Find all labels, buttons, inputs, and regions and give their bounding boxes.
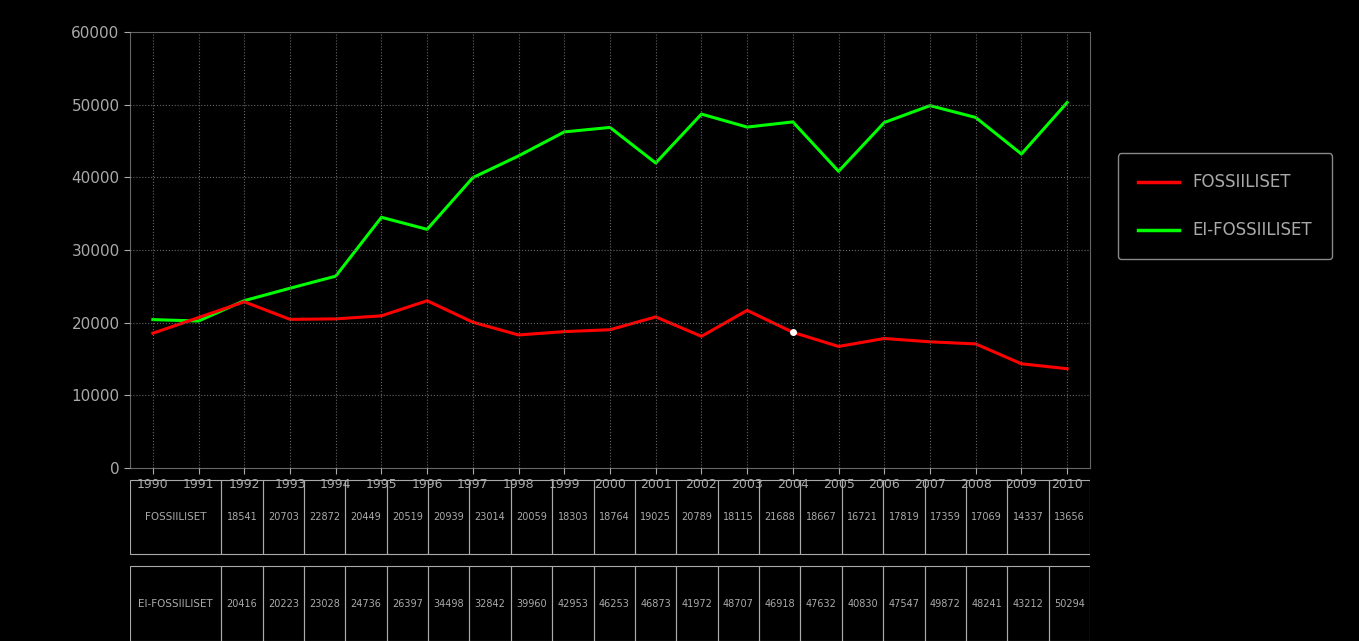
Text: 46918: 46918 <box>764 599 795 609</box>
Bar <box>345 479 387 554</box>
Bar <box>511 566 552 641</box>
Text: 13656: 13656 <box>1055 512 1084 522</box>
Legend: FOSSIILISET, EI-FOSSIILISET: FOSSIILISET, EI-FOSSIILISET <box>1117 153 1332 260</box>
Bar <box>883 479 924 554</box>
Bar <box>262 566 304 641</box>
Bar <box>760 479 800 554</box>
Bar <box>1049 479 1090 554</box>
Bar <box>594 479 635 554</box>
Bar <box>883 566 924 641</box>
Text: 20789: 20789 <box>681 512 712 522</box>
Text: 20223: 20223 <box>268 599 299 609</box>
Bar <box>428 479 469 554</box>
Bar <box>130 479 222 554</box>
Text: FOSSIILISET: FOSSIILISET <box>145 512 207 522</box>
Text: 19025: 19025 <box>640 512 671 522</box>
Text: 47547: 47547 <box>889 599 919 609</box>
Text: 18303: 18303 <box>557 512 588 522</box>
Text: 48707: 48707 <box>723 599 754 609</box>
Text: 18541: 18541 <box>227 512 257 522</box>
Text: 20416: 20416 <box>227 599 257 609</box>
Text: 39960: 39960 <box>516 599 546 609</box>
Text: 16721: 16721 <box>847 512 878 522</box>
Text: 46253: 46253 <box>599 599 629 609</box>
Bar <box>387 479 428 554</box>
Bar <box>635 566 677 641</box>
Text: 50294: 50294 <box>1053 599 1084 609</box>
Text: 20939: 20939 <box>434 512 465 522</box>
Text: 48241: 48241 <box>972 599 1002 609</box>
Text: 46873: 46873 <box>640 599 671 609</box>
Bar <box>1049 566 1090 641</box>
Bar <box>594 566 635 641</box>
Bar <box>428 566 469 641</box>
Text: 17819: 17819 <box>889 512 919 522</box>
Bar <box>760 566 800 641</box>
Bar <box>387 566 428 641</box>
Bar <box>262 479 304 554</box>
Bar <box>677 566 718 641</box>
Bar <box>469 566 511 641</box>
Bar <box>1007 479 1049 554</box>
Text: 34498: 34498 <box>434 599 463 609</box>
Text: 18764: 18764 <box>599 512 629 522</box>
Bar <box>304 566 345 641</box>
Text: 20703: 20703 <box>268 512 299 522</box>
Bar <box>552 566 594 641</box>
Text: 20449: 20449 <box>351 512 382 522</box>
Text: 40830: 40830 <box>847 599 878 609</box>
Bar <box>924 479 966 554</box>
Text: 18115: 18115 <box>723 512 754 522</box>
Text: 42953: 42953 <box>557 599 588 609</box>
Text: 24736: 24736 <box>351 599 382 609</box>
Text: 47632: 47632 <box>806 599 837 609</box>
Bar <box>800 479 841 554</box>
Bar <box>222 566 262 641</box>
Bar <box>552 479 594 554</box>
Bar <box>222 479 262 554</box>
Bar <box>718 479 760 554</box>
Text: 20519: 20519 <box>391 512 423 522</box>
Bar <box>677 479 718 554</box>
Text: 26397: 26397 <box>391 599 423 609</box>
Text: 23014: 23014 <box>474 512 506 522</box>
Text: 43212: 43212 <box>1012 599 1044 609</box>
Bar <box>966 566 1007 641</box>
Text: 32842: 32842 <box>474 599 506 609</box>
Text: 14337: 14337 <box>1012 512 1044 522</box>
Text: 20059: 20059 <box>516 512 546 522</box>
Bar <box>924 566 966 641</box>
Bar <box>800 566 841 641</box>
Bar <box>966 479 1007 554</box>
Text: 18667: 18667 <box>806 512 836 522</box>
Text: 21688: 21688 <box>764 512 795 522</box>
Bar <box>469 479 511 554</box>
Bar <box>718 566 760 641</box>
Text: EI-FOSSIILISET: EI-FOSSIILISET <box>139 599 213 609</box>
Bar <box>345 566 387 641</box>
Bar <box>304 479 345 554</box>
Bar <box>841 479 883 554</box>
Text: 22872: 22872 <box>308 512 340 522</box>
Bar <box>511 479 552 554</box>
Text: 49872: 49872 <box>930 599 961 609</box>
Text: 17069: 17069 <box>972 512 1002 522</box>
Bar <box>635 479 677 554</box>
Text: 17359: 17359 <box>930 512 961 522</box>
Bar <box>1007 566 1049 641</box>
Bar <box>130 566 222 641</box>
Text: 23028: 23028 <box>310 599 340 609</box>
Text: 41972: 41972 <box>681 599 712 609</box>
Bar <box>841 566 883 641</box>
